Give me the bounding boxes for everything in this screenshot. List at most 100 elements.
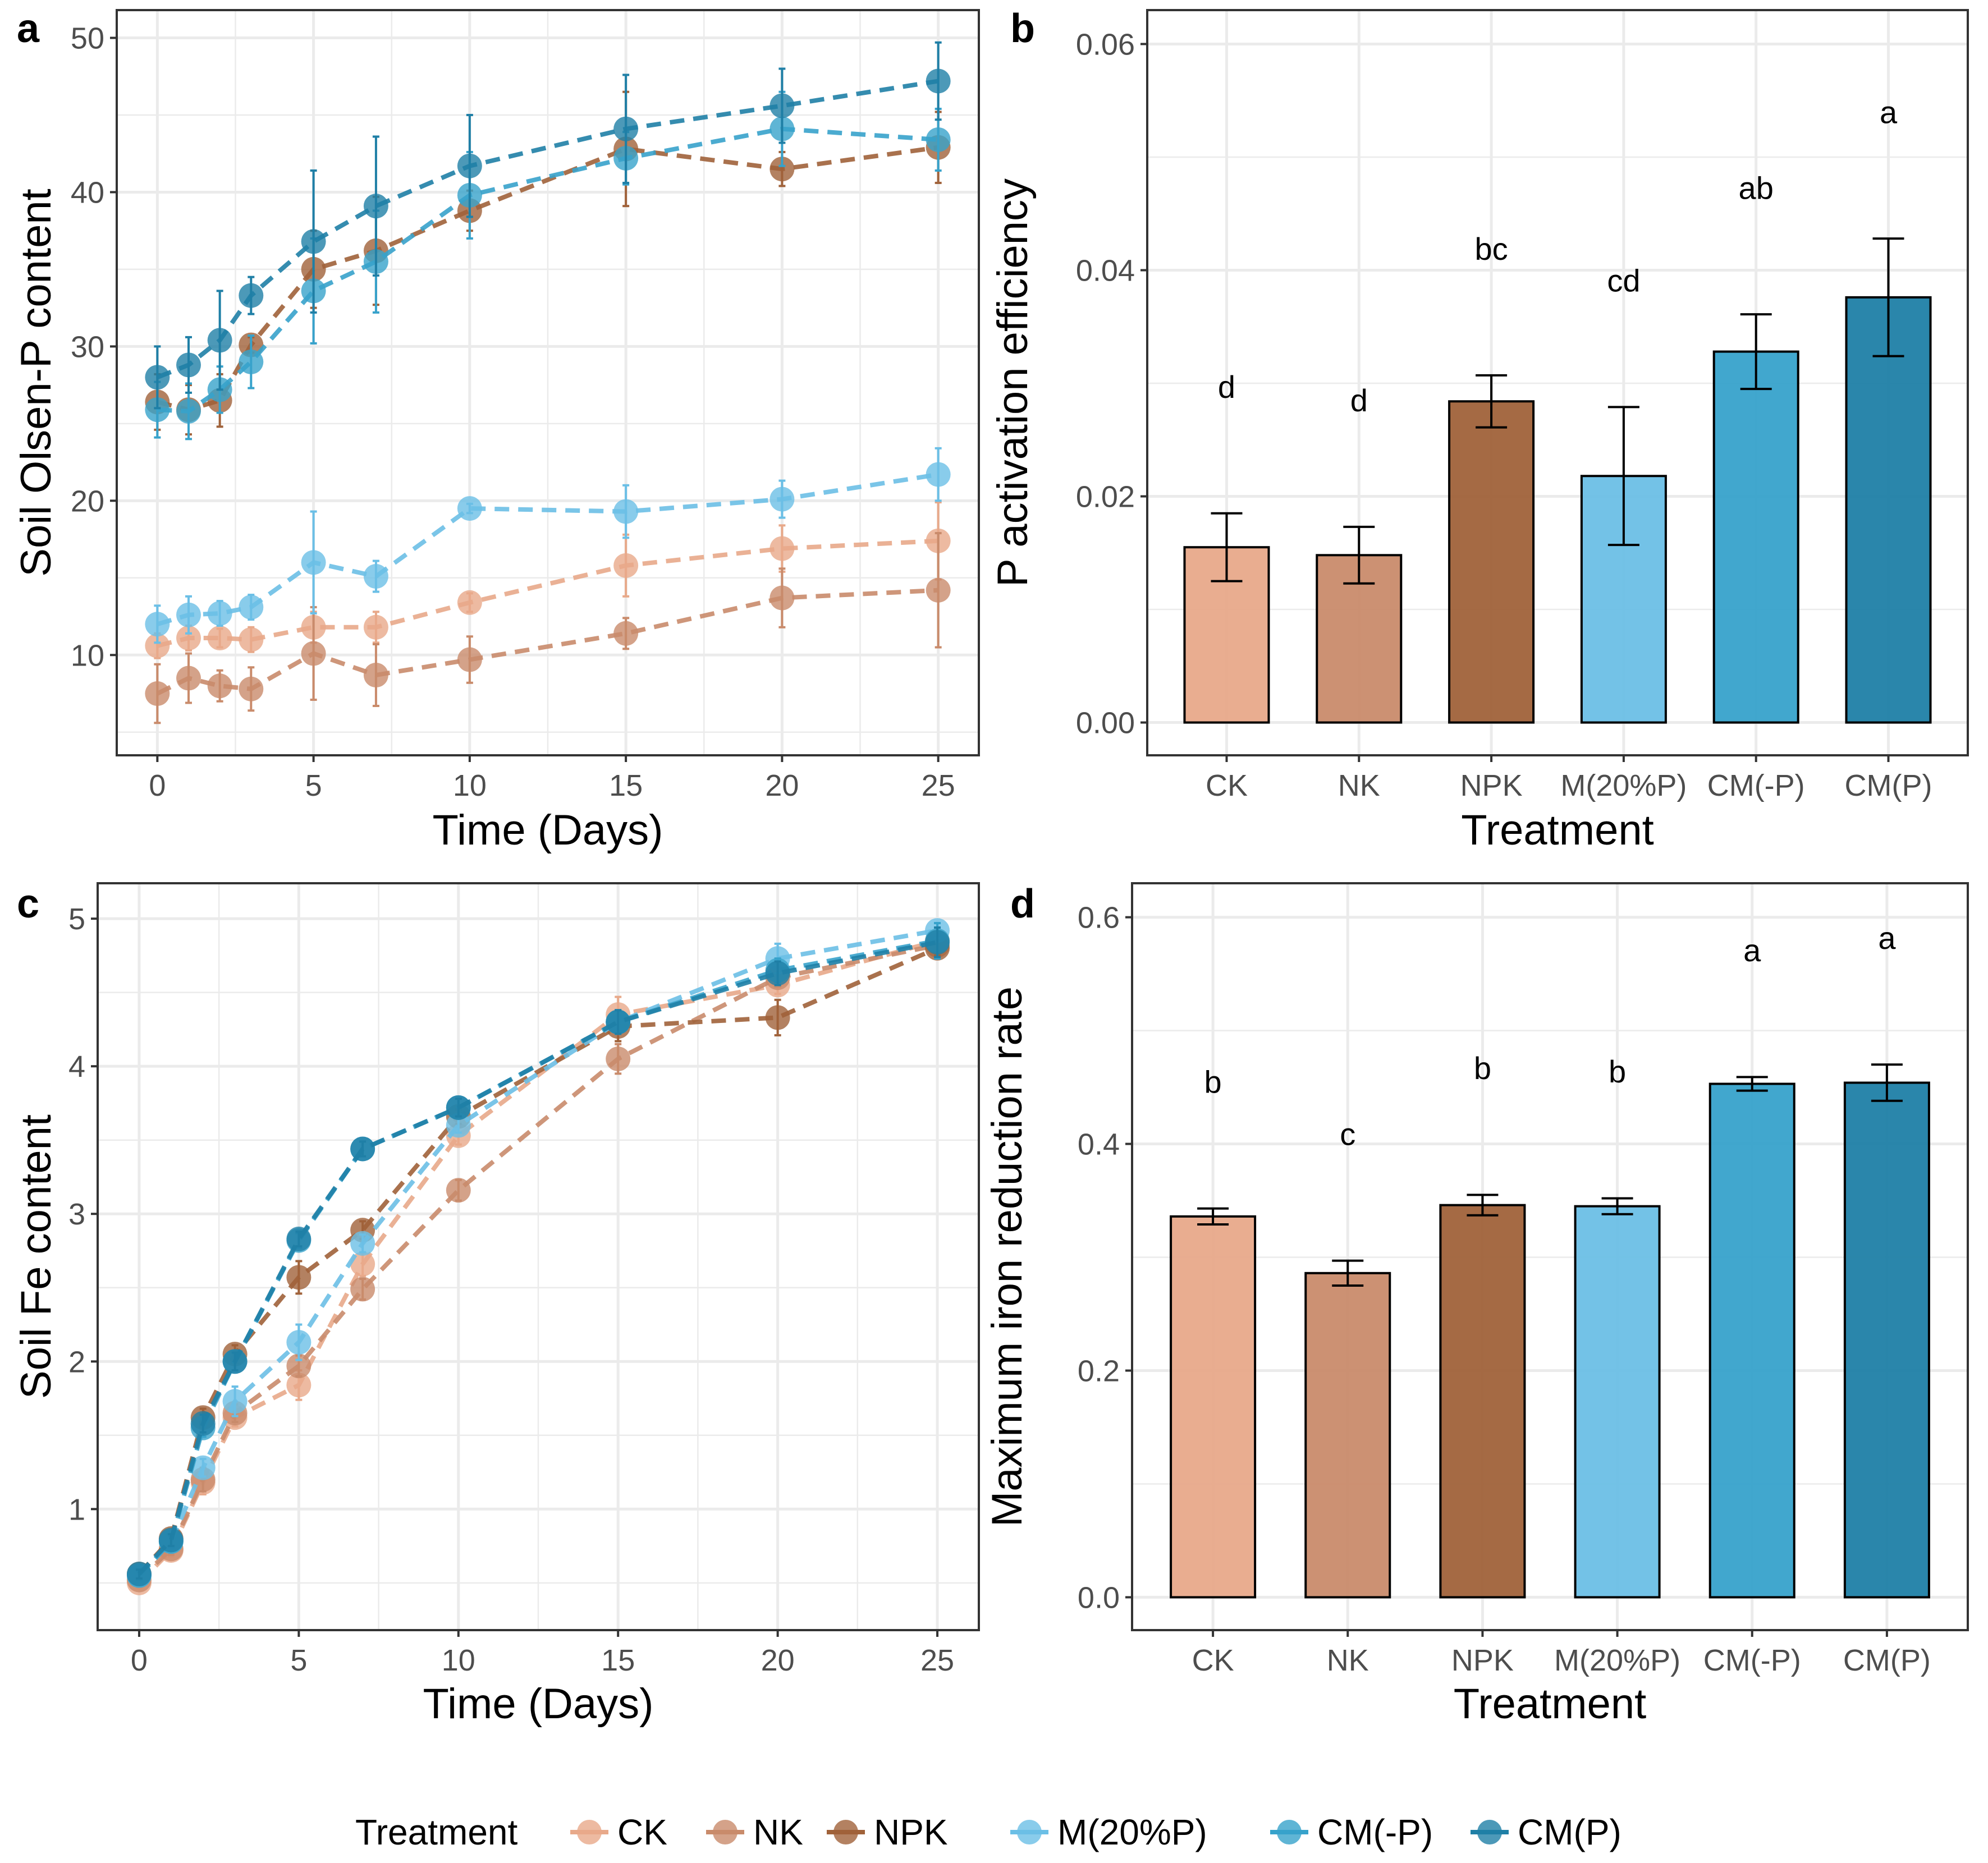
legend-key-point bbox=[1277, 1820, 1302, 1844]
data-point bbox=[769, 536, 795, 561]
x-tick-label: 20 bbox=[761, 1644, 795, 1677]
x-tick-label: NK bbox=[1327, 1644, 1369, 1677]
x-axis-title: Time (Days) bbox=[433, 806, 663, 854]
data-point bbox=[769, 157, 795, 182]
y-tick-label: 1 bbox=[68, 1493, 85, 1526]
data-point bbox=[350, 1136, 375, 1162]
legend-item-M(20%P): M(20%P) bbox=[1010, 1812, 1207, 1852]
legend-item-NK: NK bbox=[706, 1812, 803, 1852]
y-tick-label: 20 bbox=[71, 484, 104, 518]
data-point bbox=[286, 1373, 312, 1398]
data-point bbox=[222, 1349, 248, 1374]
data-point bbox=[350, 1251, 375, 1277]
y-tick-label: 10 bbox=[71, 639, 104, 672]
y-axis-title: Soil Fe content bbox=[12, 1114, 60, 1399]
bar-NK bbox=[1304, 1272, 1391, 1599]
x-tick-label: CM(P) bbox=[1843, 1644, 1931, 1677]
y-tick-label: 40 bbox=[71, 176, 104, 209]
data-point bbox=[457, 590, 482, 615]
legend: Treatment CK NK NPK M(20%P) CM(-P) CM(P) bbox=[355, 1812, 1621, 1852]
x-tick-label: CK bbox=[1192, 1644, 1234, 1677]
significance-letter: c bbox=[1340, 1116, 1355, 1151]
series-CM(P) bbox=[126, 926, 950, 1587]
panel-border bbox=[116, 9, 980, 756]
x-axis-title: Treatment bbox=[1454, 1680, 1647, 1728]
data-point bbox=[207, 601, 232, 626]
x-tick-label: 10 bbox=[442, 1644, 475, 1677]
panel-label: b bbox=[1010, 6, 1035, 51]
data-point bbox=[350, 1277, 375, 1302]
data-point bbox=[145, 365, 170, 390]
series-CM(P) bbox=[145, 41, 951, 410]
series-line bbox=[157, 126, 938, 414]
legend-label: NPK bbox=[874, 1812, 948, 1852]
data-point bbox=[239, 627, 264, 652]
panel-a: 10 20 30 40 50 0 5 10 15 20 25 a Time (Days) Soil Ols… bbox=[12, 6, 980, 854]
legend-title: Treatment bbox=[355, 1812, 518, 1852]
x-tick-label: CM(P) bbox=[1845, 769, 1932, 802]
data-point bbox=[363, 564, 388, 589]
x-tick-label: M(20%P) bbox=[1554, 1644, 1680, 1677]
legend-item-CM(-P): CM(-P) bbox=[1270, 1812, 1433, 1852]
data-point bbox=[457, 496, 482, 521]
data-point bbox=[613, 553, 639, 578]
series-line bbox=[156, 588, 938, 696]
data-point bbox=[176, 352, 201, 378]
legend-label: NK bbox=[753, 1812, 803, 1852]
y-tick-label: 0.06 bbox=[1076, 27, 1135, 61]
significance-letter: ab bbox=[1739, 170, 1774, 205]
x-tick-label: 5 bbox=[305, 769, 322, 802]
y-tick-label: 5 bbox=[68, 902, 85, 936]
bar-NPK bbox=[1448, 400, 1535, 724]
y-tick-label: 0.02 bbox=[1076, 480, 1135, 514]
x-tick-label: 0 bbox=[131, 1644, 148, 1677]
data-point bbox=[176, 666, 201, 691]
bar-M(20%P) bbox=[1574, 1205, 1661, 1599]
significance-letter: a bbox=[1878, 920, 1896, 956]
series-line bbox=[157, 538, 938, 648]
data-point bbox=[926, 577, 951, 603]
y-tick-label: 0.6 bbox=[1078, 901, 1120, 935]
series-NK bbox=[145, 532, 951, 724]
bar-CM(-P) bbox=[1708, 1082, 1795, 1599]
data-point bbox=[145, 397, 170, 423]
data-point bbox=[606, 1009, 631, 1035]
panel-border bbox=[1146, 9, 1969, 756]
bar-CM(P) bbox=[1843, 1081, 1930, 1599]
bar-CM(P) bbox=[1845, 296, 1932, 724]
significance-letter: b bbox=[1474, 1050, 1491, 1086]
data-point bbox=[145, 612, 170, 637]
bar-NPK bbox=[1439, 1204, 1526, 1599]
y-tick-label: 0.04 bbox=[1076, 254, 1135, 287]
series-line bbox=[156, 79, 939, 380]
x-tick-label: CK bbox=[1206, 769, 1248, 802]
data-point bbox=[457, 153, 482, 178]
legend-key-point bbox=[577, 1820, 602, 1844]
data-point bbox=[446, 1113, 471, 1138]
legend-item-NPK: NPK bbox=[827, 1812, 948, 1852]
x-tick-label: 15 bbox=[601, 1644, 635, 1677]
data-point bbox=[446, 1095, 471, 1120]
data-point bbox=[239, 283, 264, 308]
series-line bbox=[138, 943, 938, 1582]
panel-c: 1 2 3 4 5 0 5 10 15 20 25 c Time (Days) Soil Fe conte… bbox=[12, 882, 980, 1728]
series-line bbox=[137, 946, 938, 1576]
data-point bbox=[190, 1411, 216, 1436]
legend-key-point bbox=[1477, 1820, 1502, 1844]
significance-letter: d bbox=[1218, 369, 1235, 405]
panel-d: 0.0 0.2 0.4 0.6 b CK c NK b NPK b M(20%P) a CM(-P) a CM… bbox=[983, 882, 1969, 1728]
series-line bbox=[138, 928, 938, 1577]
x-tick-label: 10 bbox=[453, 769, 487, 802]
legend-item-CK: CK bbox=[570, 1812, 667, 1852]
data-point bbox=[286, 1330, 312, 1355]
significance-letter: cd bbox=[1607, 263, 1640, 299]
y-tick-label: 2 bbox=[68, 1345, 85, 1379]
data-point bbox=[239, 349, 264, 374]
data-point bbox=[363, 663, 388, 688]
data-point bbox=[765, 1005, 790, 1030]
data-point bbox=[363, 194, 388, 219]
data-point bbox=[301, 229, 326, 254]
x-axis-title: Time (Days) bbox=[423, 1680, 654, 1728]
y-tick-label: 0.2 bbox=[1078, 1354, 1120, 1388]
x-tick-label: NPK bbox=[1460, 769, 1523, 802]
